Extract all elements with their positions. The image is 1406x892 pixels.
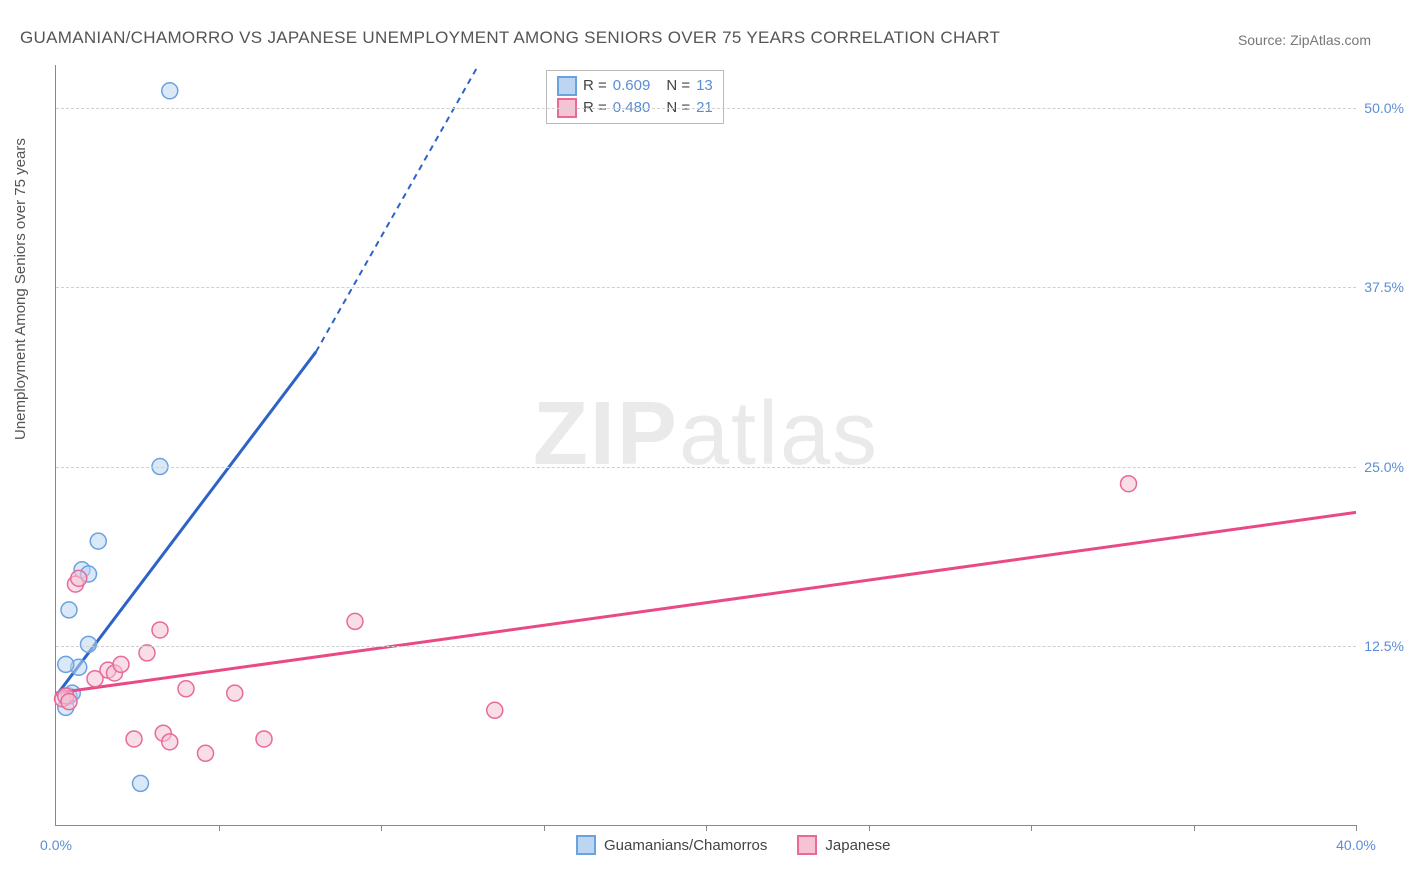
legend-label-series-1: Japanese: [825, 837, 890, 854]
data-point: [152, 622, 168, 638]
data-point: [347, 613, 363, 629]
data-point: [81, 636, 97, 652]
data-point: [133, 775, 149, 791]
source-label: Source: ZipAtlas.com: [1238, 32, 1371, 48]
legend-series: Guamanians/Chamorros Japanese: [576, 835, 890, 855]
x-tick: [1356, 825, 1357, 831]
gridline: [56, 467, 1356, 468]
x-tick-label: 40.0%: [1336, 837, 1376, 853]
y-tick-label: 12.5%: [1362, 638, 1404, 654]
data-point: [162, 83, 178, 99]
data-point: [1121, 476, 1137, 492]
data-point: [162, 734, 178, 750]
x-tick: [1031, 825, 1032, 831]
x-tick: [869, 825, 870, 831]
gridline: [56, 287, 1356, 288]
legend-item-series-0: Guamanians/Chamorros: [576, 835, 767, 855]
plot-svg: [56, 65, 1356, 825]
plot-area: ZIPatlas R = 0.609 N = 13 R = 0.480 N = …: [55, 65, 1356, 826]
data-point: [256, 731, 272, 747]
data-point: [71, 570, 87, 586]
data-point: [61, 694, 77, 710]
data-point: [58, 656, 74, 672]
data-point: [487, 702, 503, 718]
gridline: [56, 108, 1356, 109]
y-tick-label: 37.5%: [1362, 279, 1404, 295]
regression-line: [56, 512, 1356, 693]
y-tick-label: 25.0%: [1362, 459, 1404, 475]
x-tick: [1194, 825, 1195, 831]
x-tick: [544, 825, 545, 831]
gridline: [56, 646, 1356, 647]
x-tick: [706, 825, 707, 831]
chart-title: GUAMANIAN/CHAMORRO VS JAPANESE UNEMPLOYM…: [20, 28, 1000, 48]
data-point: [198, 745, 214, 761]
x-tick: [219, 825, 220, 831]
data-point: [61, 602, 77, 618]
y-tick-label: 50.0%: [1362, 100, 1404, 116]
data-point: [113, 656, 129, 672]
legend-label-series-0: Guamanians/Chamorros: [604, 837, 767, 854]
data-point: [90, 533, 106, 549]
y-axis-label: Unemployment Among Seniors over 75 years: [12, 138, 29, 440]
data-point: [227, 685, 243, 701]
data-point: [126, 731, 142, 747]
x-tick: [381, 825, 382, 831]
data-point: [178, 681, 194, 697]
legend-swatch-bottom-0: [576, 835, 596, 855]
legend-swatch-bottom-1: [797, 835, 817, 855]
legend-item-series-1: Japanese: [797, 835, 890, 855]
x-tick-label: 0.0%: [40, 837, 72, 853]
data-point: [139, 645, 155, 661]
